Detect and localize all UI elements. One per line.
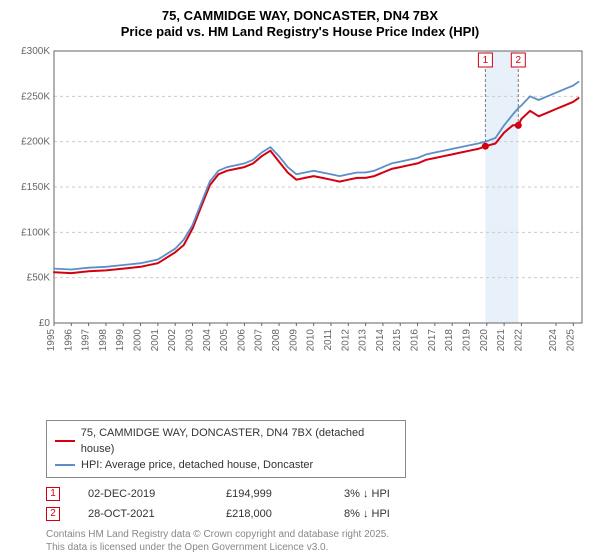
marker-delta: 8% ↓ HPI — [344, 504, 434, 524]
svg-text:2010: 2010 — [306, 329, 317, 352]
title-subtitle: Price paid vs. HM Land Registry's House … — [10, 24, 590, 39]
svg-text:1998: 1998 — [98, 329, 109, 352]
svg-text:1999: 1999 — [115, 329, 126, 352]
svg-text:2001: 2001 — [150, 329, 161, 352]
svg-text:2008: 2008 — [271, 329, 282, 352]
title-block: 75, CAMMIDGE WAY, DONCASTER, DN4 7BX Pri… — [10, 8, 590, 39]
attribution-line2: This data is licensed under the Open Gov… — [46, 541, 590, 554]
svg-text:2011: 2011 — [323, 329, 334, 351]
legend-row: 75, CAMMIDGE WAY, DONCASTER, DN4 7BX (de… — [55, 425, 397, 457]
svg-text:2009: 2009 — [288, 329, 299, 352]
legend-box: 75, CAMMIDGE WAY, DONCASTER, DN4 7BX (de… — [46, 420, 406, 478]
svg-text:2000: 2000 — [133, 329, 144, 352]
svg-text:2014: 2014 — [375, 329, 386, 352]
svg-text:2004: 2004 — [202, 329, 213, 352]
svg-text:2021: 2021 — [496, 329, 507, 352]
svg-text:1996: 1996 — [63, 329, 74, 352]
svg-text:£150K: £150K — [21, 182, 50, 193]
svg-text:1: 1 — [483, 55, 489, 66]
svg-text:2013: 2013 — [358, 329, 369, 352]
svg-text:1995: 1995 — [46, 329, 57, 352]
legend-label: HPI: Average price, detached house, Donc… — [81, 457, 313, 473]
svg-text:2024: 2024 — [548, 329, 559, 352]
legend-row: HPI: Average price, detached house, Donc… — [55, 457, 397, 473]
svg-text:2022: 2022 — [513, 329, 524, 352]
marker-date: 02-DEC-2019 — [88, 484, 198, 504]
svg-text:2025: 2025 — [565, 329, 576, 352]
svg-text:2003: 2003 — [184, 329, 195, 352]
svg-text:£100K: £100K — [21, 227, 50, 238]
legend-swatch — [55, 464, 75, 466]
marker-id-box: 1 — [46, 487, 60, 501]
marker-id-box: 2 — [46, 507, 60, 521]
title-address: 75, CAMMIDGE WAY, DONCASTER, DN4 7BX — [10, 8, 590, 23]
attribution-line1: Contains HM Land Registry data © Crown c… — [46, 528, 590, 541]
marker-row: 2 28-OCT-2021 £218,000 8% ↓ HPI — [46, 504, 590, 524]
chart-container: 75, CAMMIDGE WAY, DONCASTER, DN4 7BX Pri… — [0, 0, 600, 560]
marker-row: 1 02-DEC-2019 £194,999 3% ↓ HPI — [46, 484, 590, 504]
svg-text:2018: 2018 — [444, 329, 455, 352]
svg-text:2017: 2017 — [427, 329, 438, 352]
svg-text:2002: 2002 — [167, 329, 178, 352]
svg-text:1997: 1997 — [81, 329, 92, 352]
svg-text:£250K: £250K — [21, 91, 50, 102]
legend-label: 75, CAMMIDGE WAY, DONCASTER, DN4 7BX (de… — [81, 425, 397, 457]
svg-text:2016: 2016 — [410, 329, 421, 352]
marker-price: £194,999 — [226, 484, 316, 504]
marker-date: 28-OCT-2021 — [88, 504, 198, 524]
svg-text:£300K: £300K — [21, 46, 50, 57]
svg-text:2005: 2005 — [219, 329, 230, 352]
svg-text:2019: 2019 — [461, 329, 472, 352]
svg-text:2015: 2015 — [392, 329, 403, 352]
svg-text:2020: 2020 — [479, 329, 490, 352]
svg-text:£0: £0 — [39, 318, 51, 329]
line-chart-svg: £0 £50K £100K £150K £200K £250K £300K 1995 1996 1… — [10, 45, 590, 365]
svg-text:£200K: £200K — [21, 137, 50, 148]
marker-price: £218,000 — [226, 504, 316, 524]
chart-plot: £0 £50K £100K £150K £200K £250K £300K 1995 1996 1… — [10, 45, 590, 414]
marker-delta: 3% ↓ HPI — [344, 484, 434, 504]
svg-text:2: 2 — [516, 55, 522, 66]
svg-text:2006: 2006 — [236, 329, 247, 352]
svg-text:2012: 2012 — [340, 329, 351, 352]
legend-swatch — [55, 440, 75, 442]
svg-text:£50K: £50K — [27, 273, 51, 284]
markers-table: 1 02-DEC-2019 £194,999 3% ↓ HPI 2 28-OCT-2021… — [46, 484, 590, 524]
svg-text:2007: 2007 — [254, 329, 265, 352]
attribution-block: Contains HM Land Registry data © Crown c… — [46, 528, 590, 554]
